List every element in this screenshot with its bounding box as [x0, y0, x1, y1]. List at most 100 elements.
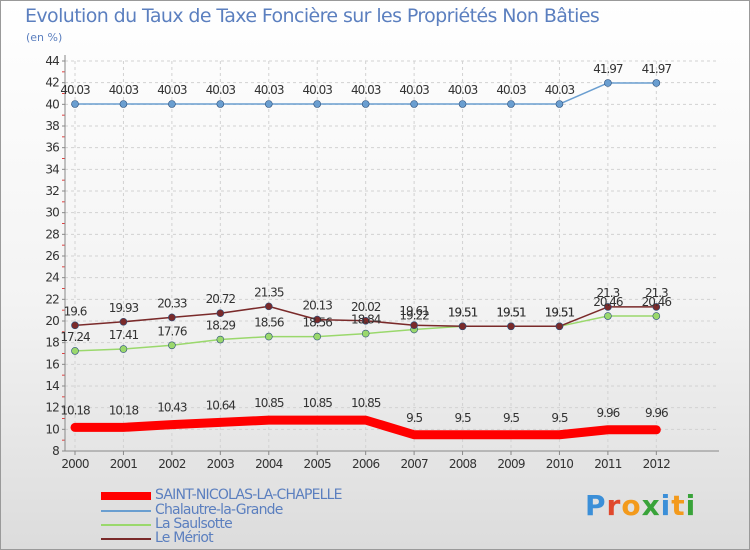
data-label: 21.3: [597, 286, 620, 300]
x-tick-label: 2002: [158, 457, 186, 471]
data-label: 19.6: [64, 304, 87, 318]
data-label: 10.85: [303, 396, 333, 410]
data-point: [119, 317, 128, 326]
data-label: 19.51: [448, 305, 478, 319]
data-label: 40.03: [496, 83, 526, 97]
data-label: 18.56: [303, 316, 333, 330]
y-tick-label: 40: [45, 97, 59, 111]
data-point: [119, 100, 128, 108]
y-tick-label: 14: [45, 379, 59, 393]
y-tick-label: 22: [45, 292, 59, 306]
y-tick-label: 28: [45, 227, 59, 241]
logo-letter: i: [660, 489, 672, 522]
logo-letter: i: [685, 489, 697, 522]
data-label: 10.85: [254, 396, 284, 410]
x-tick-label: 2009: [497, 457, 525, 471]
y-tick-label: 30: [45, 206, 59, 220]
data-label: 40.03: [60, 83, 90, 97]
legend-swatch: [101, 524, 151, 526]
data-point: [264, 302, 273, 311]
legend-swatch: [101, 510, 151, 512]
series-lines: [70, 79, 661, 440]
y-tick-label: 26: [45, 249, 59, 263]
data-label: 40.03: [545, 83, 575, 97]
data-label: 19.61: [399, 304, 429, 318]
data-labels: 40.03 40.03 40.03 40.03 40.03 40.03 40.03 40.03…: [60, 62, 672, 425]
data-point: [216, 100, 225, 108]
x-tick-label: 2010: [546, 457, 574, 471]
axes: 8 10 12 14 16 18 20 22 24 26 28 30 32 34 36 38 40 42 44 200…: [45, 54, 719, 471]
data-label: 10.85: [351, 396, 381, 410]
data-label: 40.03: [448, 83, 478, 97]
data-label: 9.5: [503, 411, 519, 425]
data-point: [507, 322, 515, 331]
y-tick-label: 44: [45, 54, 59, 68]
chart-title: Evolution du Taux de Taxe Foncière sur l…: [25, 5, 600, 27]
data-label: 40.03: [399, 83, 429, 97]
data-label: 10.18: [109, 403, 139, 417]
data-label: 19.51: [496, 305, 526, 319]
data-point: [313, 315, 322, 324]
data-label: 18.56: [254, 316, 284, 330]
x-tick-label: 2000: [61, 457, 89, 471]
data-point: [168, 100, 176, 108]
y-tick-label: 32: [45, 184, 59, 198]
data-label: 21.35: [254, 285, 284, 299]
data-point: [604, 312, 612, 320]
data-label: 18.84: [351, 313, 381, 327]
data-label: 9.5: [455, 411, 471, 425]
data-point: [361, 100, 370, 108]
data-label: 40.03: [254, 83, 284, 97]
legend-label: La Saulsotte: [155, 516, 233, 532]
data-point: [119, 345, 128, 353]
data-point: [410, 100, 418, 108]
data-point: [313, 100, 322, 108]
data-point: [361, 316, 370, 325]
x-tick-label: 2003: [207, 457, 235, 471]
series-line: [70, 415, 661, 440]
data-point: [71, 347, 79, 355]
y-tick-label: 38: [45, 119, 59, 133]
x-tick-label: 2004: [255, 457, 283, 471]
data-point: [458, 100, 467, 108]
data-point: [361, 329, 370, 338]
data-point: [555, 100, 564, 108]
data-label: 17.24: [60, 330, 90, 344]
data-point: [168, 341, 176, 350]
data-label: 20.13: [303, 299, 333, 313]
data-label: 18.29: [206, 319, 236, 333]
data-label: 41.97: [642, 62, 672, 76]
legend-label: SAINT-NICOLAS-LA-CHAPELLE: [155, 487, 343, 503]
data-label: 17.76: [157, 324, 187, 338]
data-point: [168, 313, 176, 322]
data-label: 19.51: [448, 305, 478, 319]
data-label: 19.51: [545, 305, 575, 319]
legend-label: Chalautre-la-Grande: [155, 502, 283, 518]
y-tick-label: 8: [52, 444, 59, 458]
legend-swatch: [101, 538, 151, 540]
x-tick-label: 2006: [352, 457, 380, 471]
x-tick-label: 2012: [643, 457, 671, 471]
logo-letter: o: [621, 489, 642, 522]
y-tick-label: 20: [45, 314, 59, 328]
data-point: [264, 100, 273, 108]
gridlines: [65, 60, 719, 452]
data-label: 40.03: [206, 83, 236, 97]
y-tick-label: 36: [45, 141, 59, 155]
data-label: 9.96: [645, 406, 668, 420]
y-tick-label: 24: [45, 271, 59, 285]
data-label: 10.64: [206, 398, 236, 412]
chart-subtitle: (en %): [26, 31, 63, 44]
logo-letter: x: [641, 489, 661, 522]
x-tick-label: 2011: [594, 457, 622, 471]
data-point: [216, 309, 225, 318]
data-point: [507, 100, 515, 108]
data-label: 9.5: [406, 411, 422, 425]
legend-swatch: [101, 492, 151, 500]
data-point: [652, 303, 661, 311]
data-point: [71, 321, 79, 330]
x-tick-label: 2007: [400, 457, 428, 471]
data-label: 20.72: [206, 292, 236, 306]
logo-letter: P: [585, 489, 607, 522]
